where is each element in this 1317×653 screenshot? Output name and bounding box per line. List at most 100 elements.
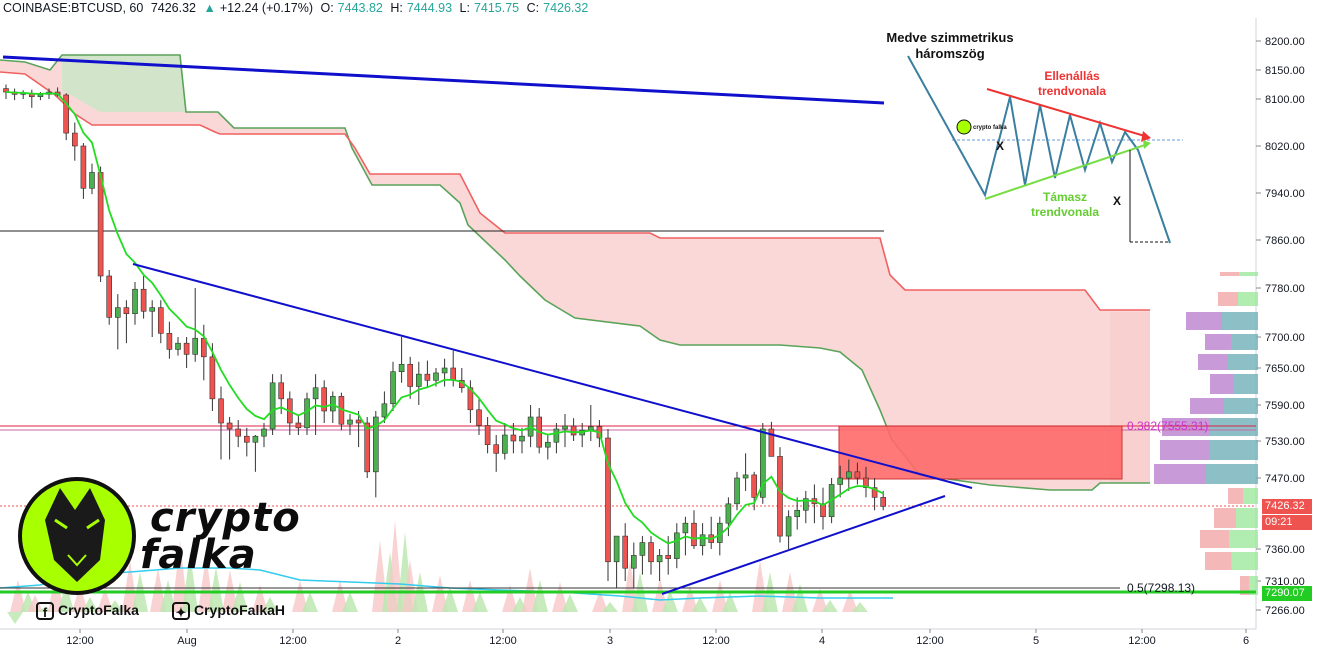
time-tick-label: 12:00 (1128, 635, 1156, 647)
candle (226, 417, 233, 460)
volume-profile-sell (1218, 292, 1238, 306)
price-tick-label: 8150.00 (1265, 65, 1305, 77)
candle (261, 423, 267, 448)
time-tick-label: 12:00 (916, 635, 944, 647)
candle (175, 337, 181, 356)
time-tick-label: Aug (177, 635, 197, 647)
candle (347, 414, 353, 435)
candle-body (149, 307, 155, 312)
candle (183, 337, 190, 368)
candle-body (106, 275, 112, 318)
symbol-header: COINBASE:BTCUSD, 60 7426.32 ▲ +12.24 (+0.… (3, 1, 592, 17)
candle-body (820, 503, 826, 518)
candle (390, 361, 396, 411)
candle-body (785, 516, 792, 537)
candle-body (166, 333, 173, 350)
annotation-support-label1: Támasz (1043, 190, 1087, 204)
volume-profile-buy (1239, 272, 1258, 276)
volume-bar-bear (622, 560, 638, 612)
candle-body (510, 434, 517, 442)
candle-body (209, 356, 216, 400)
volume-bar-bear (552, 582, 568, 612)
volume-bar-bull (7, 612, 23, 624)
candle (123, 300, 130, 344)
volume-profile-buy (1228, 354, 1258, 370)
candle-body (226, 422, 233, 430)
candle (630, 542, 637, 588)
long-trendline (2, 55, 885, 105)
volume-bar-bear (842, 590, 858, 612)
time-tick-label: 12:00 (702, 635, 730, 647)
candle-body (759, 428, 766, 498)
wolf-logo (18, 477, 136, 595)
facebook-handle[interactable]: f CryptoFalka (36, 602, 139, 621)
price-tick-label: 7360.00 (1265, 544, 1305, 556)
candle (501, 423, 508, 460)
twitter-icon: ✦ (172, 602, 190, 621)
annotation-x-marker-2: X (1113, 194, 1121, 208)
candle (777, 447, 783, 543)
volume-profile-sell (1154, 464, 1206, 484)
volume-bar-bull (82, 597, 98, 612)
volume-profile-buy (1238, 292, 1258, 306)
volume-profile-bar (1220, 272, 1258, 276)
volume-profile-bar (1186, 312, 1258, 330)
candle (192, 288, 198, 362)
candle (656, 549, 663, 581)
volume-profile-sell (1220, 272, 1239, 276)
price-tick-label: 7266.00 (1265, 605, 1305, 617)
wolf-mouth-icon (67, 554, 87, 567)
candle (639, 536, 646, 575)
volume-profile-buy (1224, 398, 1258, 414)
candle (218, 386, 224, 460)
volume-bar-bear (292, 580, 308, 612)
candle-body (132, 288, 138, 315)
volume-bar-bull (822, 600, 838, 612)
candle (759, 423, 766, 504)
candle (209, 343, 216, 411)
twitter-handle[interactable]: ✦ CryptoFalkaH (172, 602, 285, 621)
candle-body (682, 522, 689, 534)
candle-body (467, 387, 474, 411)
volume-bar-bull (262, 597, 278, 612)
candle (115, 294, 121, 350)
candle-body (304, 398, 310, 429)
candle-body (742, 474, 749, 479)
annotation-resistance-line (986, 88, 1149, 138)
candle-body (381, 403, 388, 418)
wolf-head-icon (45, 488, 105, 582)
candle-body (269, 382, 276, 430)
volume-profile-bar (1198, 354, 1258, 370)
symbol-label[interactable]: COINBASE:BTCUSD, 60 (3, 1, 144, 15)
candle-body (794, 509, 801, 518)
volume-bar-bear (652, 578, 668, 612)
open-value: 7443.82 (337, 1, 383, 15)
candle-body (837, 477, 844, 485)
price-tick-label: 8100.00 (1265, 94, 1305, 106)
candle-body (656, 555, 663, 563)
candle (269, 374, 276, 435)
candle-body (372, 416, 379, 473)
candle-body (80, 145, 87, 189)
volume-bar-bear (812, 588, 828, 612)
candle (158, 300, 164, 344)
candle (605, 429, 611, 581)
candle-body (880, 497, 887, 507)
candle-body (648, 542, 654, 563)
candle (244, 427, 250, 457)
annotation-resistance-label1: Ellenállás (1044, 69, 1100, 83)
candle-body (476, 409, 482, 426)
volume-bar-bear (150, 568, 166, 612)
candle-body (863, 477, 869, 488)
candle (544, 435, 551, 460)
price-tick-label: 7310.00 (1265, 576, 1305, 588)
close-value: 7426.32 (543, 1, 589, 15)
candle (252, 435, 259, 472)
wolf-eyes-icon (54, 518, 100, 530)
volume-profile-bar (1218, 292, 1258, 306)
volume-profile-sell (1210, 374, 1234, 394)
price-tick-label: 7780.00 (1265, 283, 1305, 295)
ichimoku-cloud-bull (62, 55, 186, 112)
volume-bar-bull (532, 580, 548, 612)
